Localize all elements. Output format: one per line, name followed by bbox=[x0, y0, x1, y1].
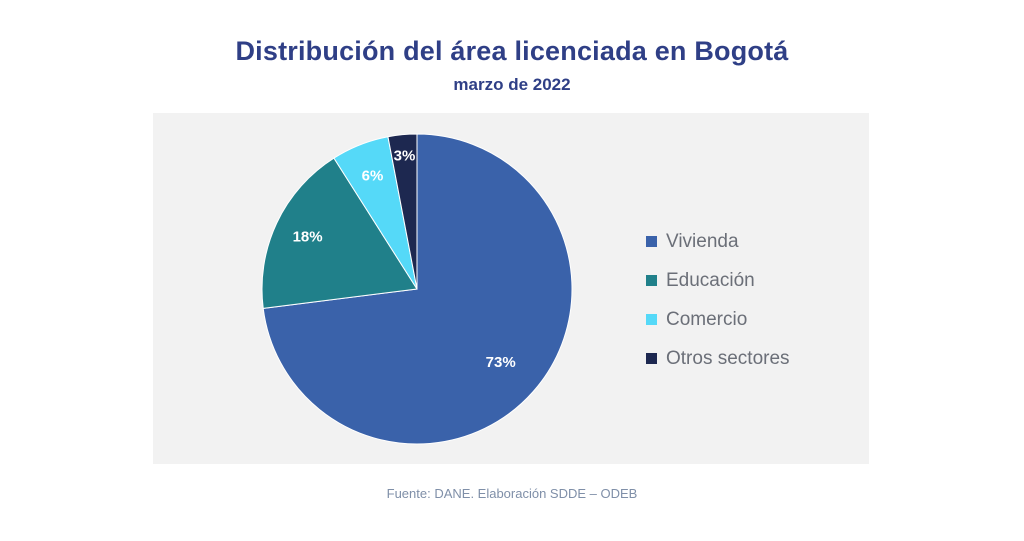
legend-label: Comercio bbox=[666, 308, 748, 330]
source-note: Fuente: DANE. Elaboración SDDE – ODEB bbox=[386, 486, 638, 501]
pie-label-vivienda: 73% bbox=[486, 354, 516, 371]
pie-label-otros-sectores: 3% bbox=[394, 147, 416, 164]
chart-subtitle: marzo de 2022 bbox=[453, 75, 571, 94]
legend-swatch bbox=[646, 353, 657, 364]
chart-title: Distribución del área licenciada en Bogo… bbox=[235, 36, 789, 66]
legend-label: Otros sectores bbox=[666, 347, 790, 369]
legend-item-educación: Educación bbox=[646, 261, 790, 300]
pie-slice-educación bbox=[261, 157, 418, 309]
legend-swatch bbox=[646, 236, 657, 247]
pie-slice-vivienda bbox=[262, 133, 573, 445]
legend-label: Educación bbox=[666, 269, 755, 291]
legend-swatch bbox=[646, 314, 657, 325]
pie-label-comercio: 6% bbox=[362, 168, 384, 185]
legend-item-vivienda: Vivienda bbox=[646, 222, 790, 261]
legend-item-comercio: Comercio bbox=[646, 300, 790, 339]
pie-label-educación: 18% bbox=[293, 228, 323, 245]
legend-item-otros-sectores: Otros sectores bbox=[646, 339, 790, 378]
chart-legend: Vivienda Educación Comercio Otros sectores bbox=[646, 222, 790, 378]
pie-slice-otros-sectores bbox=[387, 133, 418, 290]
legend-label: Vivienda bbox=[666, 230, 739, 252]
legend-swatch bbox=[646, 275, 657, 286]
